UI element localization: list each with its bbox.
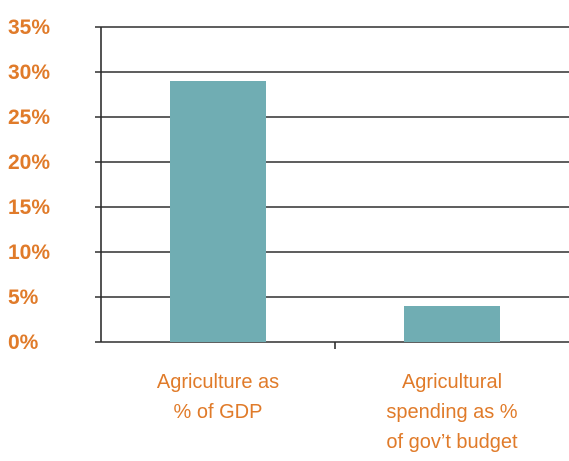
y-axis-ticks: 0% 5% 10% 15% 20% 25% 30% 35% <box>8 16 50 354</box>
y-tick-label: 35% <box>8 16 50 39</box>
gridlines <box>95 26 569 349</box>
x-axis-ticks: Agriculture as% of GDP Agricultural spendi… <box>157 371 518 453</box>
x-tick-label: Agriculture as% of GDP <box>157 371 279 423</box>
y-tick-label: 30% <box>8 61 50 84</box>
y-tick-label: 15% <box>8 196 50 219</box>
y-tick-label: 5% <box>8 286 39 309</box>
x-tick-label: Agricultural spending as % of gov’t budget <box>386 371 518 453</box>
y-tick-label: 10% <box>8 241 50 264</box>
bar <box>404 306 500 342</box>
y-tick-label: 25% <box>8 106 50 129</box>
y-tick-label: 20% <box>8 151 50 174</box>
bars <box>170 81 500 342</box>
bar <box>170 81 266 342</box>
y-tick-label: 0% <box>8 331 39 354</box>
